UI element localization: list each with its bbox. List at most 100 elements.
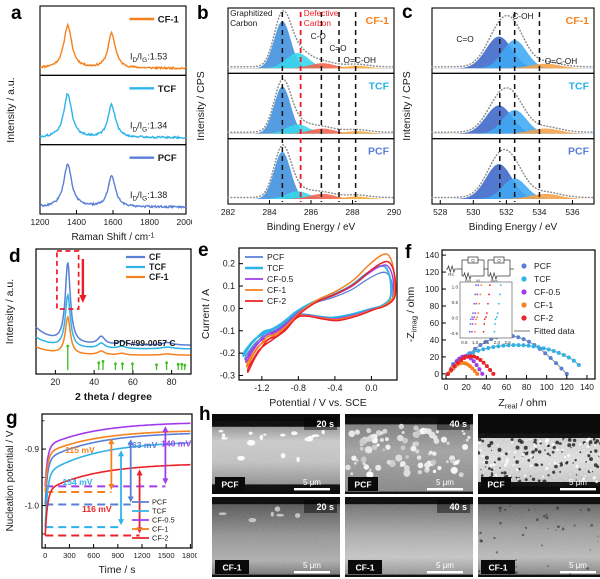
eis-dot-PCF bbox=[527, 339, 532, 344]
eis-dot-CF-2 bbox=[481, 360, 486, 365]
panel-d-xrd: CF TCF CF-1 PDF#99-0057 C 20 40 60 80 2 theta / … bbox=[2, 243, 197, 409]
xps-peak bbox=[228, 86, 394, 134]
xps-peak bbox=[432, 128, 594, 134]
eis-dot-TCF bbox=[491, 344, 496, 349]
svg-text:Rint: Rint bbox=[490, 278, 498, 283]
svg-text:1200: 1200 bbox=[31, 217, 50, 227]
panel-d-letter: d bbox=[9, 246, 21, 267]
svg-text:ID/IG:1.34: ID/IG:1.34 bbox=[130, 121, 167, 134]
svg-text:PCF: PCF bbox=[354, 480, 371, 490]
eis-dot-CF-0.5 bbox=[477, 367, 482, 372]
svg-text:60: 60 bbox=[502, 382, 512, 392]
eis-dot-TCF bbox=[531, 344, 536, 349]
eis-dot-CF-2 bbox=[452, 364, 457, 369]
svg-text:Time / s: Time / s bbox=[99, 564, 136, 576]
svg-text:140 mV: 140 mV bbox=[161, 438, 191, 448]
svg-text:528: 528 bbox=[433, 207, 447, 217]
eis-dot-TCF bbox=[476, 348, 481, 353]
panel-e-letter: e bbox=[198, 240, 209, 261]
eis-dot-PCF bbox=[521, 337, 526, 342]
svg-text:5 μm: 5 μm bbox=[303, 561, 321, 570]
svg-text:116 mV: 116 mV bbox=[82, 504, 112, 514]
svg-text:CF-2: CF-2 bbox=[152, 534, 168, 543]
svg-text:-0.4: -0.4 bbox=[327, 383, 342, 393]
xps-peak bbox=[432, 193, 594, 199]
sem-image-CF-1-3: CF-1 5 μm bbox=[478, 497, 600, 577]
svg-text:120: 120 bbox=[425, 267, 439, 277]
eis-dot-TCF bbox=[501, 343, 506, 348]
eis-dot-TCF bbox=[536, 345, 541, 350]
svg-text:TCF: TCF bbox=[149, 262, 167, 272]
svg-text:534: 534 bbox=[532, 207, 546, 217]
svg-text:CF-2: CF-2 bbox=[267, 296, 286, 306]
eis-dot-TCF bbox=[516, 343, 521, 348]
svg-text:115 mV: 115 mV bbox=[65, 445, 95, 455]
svg-text:530: 530 bbox=[466, 207, 480, 217]
panel-c-letter: c bbox=[402, 2, 413, 23]
svg-text:2 theta / degree: 2 theta / degree bbox=[75, 391, 152, 403]
xps-chart-c: CF-1 TCF PCF C=O C-OH O=C-OH 528 530 532 534 536 Bi… bbox=[401, 7, 595, 233]
svg-text:1800: 1800 bbox=[182, 551, 197, 560]
svg-text:CF-1: CF-1 bbox=[534, 300, 553, 310]
svg-text:PCF: PCF bbox=[267, 252, 284, 262]
svg-text:-0.8: -0.8 bbox=[291, 383, 306, 393]
potential-curve-CF-2 bbox=[44, 463, 191, 536]
eis-dot-CF-2 bbox=[455, 360, 460, 365]
svg-text:CF-1: CF-1 bbox=[488, 563, 507, 573]
eis-dot-CF-1 bbox=[475, 371, 480, 376]
cv-loop-TCF bbox=[242, 264, 393, 357]
svg-text:C-O: C-O bbox=[311, 31, 327, 41]
svg-text:CF-1: CF-1 bbox=[222, 563, 241, 573]
eis-dot-CF-2 bbox=[468, 354, 473, 359]
panel-b-letter: b bbox=[197, 3, 209, 24]
panel-c-xps-o1s: CF-1 TCF PCF C=O C-OH O=C-OH 528 530 532 534 536 Bi… bbox=[398, 2, 600, 242]
svg-text:2.5: 2.5 bbox=[504, 340, 511, 345]
sem-image-PCF-3: PCF 5 μm bbox=[478, 414, 600, 494]
svg-text:CF-1: CF-1 bbox=[149, 272, 169, 282]
eis-dot-CF-0.5 bbox=[471, 359, 476, 364]
svg-text:Intensity / CPS: Intensity / CPS bbox=[195, 71, 207, 140]
svg-text:0.2: 0.2 bbox=[223, 259, 235, 269]
eis-dot-TCF bbox=[551, 349, 556, 354]
xps-envelope bbox=[431, 14, 595, 68]
svg-text:Nucleation potential / V: Nucleation potential / V bbox=[5, 430, 16, 531]
eis-dot-TCF bbox=[561, 352, 566, 357]
eis-dot-CF-2 bbox=[465, 354, 470, 359]
svg-text:Fitted data: Fitted data bbox=[534, 326, 575, 336]
eis-dot-TCF bbox=[526, 343, 531, 348]
svg-text:CF: CF bbox=[149, 252, 161, 262]
svg-text:5 μm: 5 μm bbox=[569, 478, 587, 487]
svg-text:Defective: Defective bbox=[304, 8, 339, 18]
xps-peak bbox=[228, 128, 394, 134]
eis-dot-TCF bbox=[486, 345, 491, 350]
svg-text:TCF: TCF bbox=[569, 80, 590, 92]
eis-dot-CF-1 bbox=[472, 369, 477, 374]
svg-text:TCF: TCF bbox=[158, 84, 177, 95]
svg-text:-1.2: -1.2 bbox=[254, 383, 269, 393]
svg-text:Q: Q bbox=[497, 258, 501, 263]
svg-text:140: 140 bbox=[580, 382, 594, 392]
svg-text:1400: 1400 bbox=[67, 217, 86, 227]
svg-text:O=C-OH: O=C-OH bbox=[344, 55, 377, 65]
svg-text:600: 600 bbox=[87, 551, 100, 560]
xps-peak bbox=[228, 63, 394, 69]
svg-text:1200: 1200 bbox=[134, 551, 151, 560]
svg-text:Binding Energy / eV: Binding Energy / eV bbox=[267, 222, 356, 233]
svg-text:40 s: 40 s bbox=[449, 419, 467, 429]
svg-text:2000: 2000 bbox=[177, 217, 192, 227]
svg-text:20: 20 bbox=[430, 352, 440, 362]
highlight-box bbox=[56, 250, 80, 310]
svg-text:C=O: C=O bbox=[329, 43, 347, 53]
panel-b-xps-c1s: CF-1 TCF PCF Graphitized Carbon Defective Carb… bbox=[192, 2, 402, 242]
eis-dot-PCF bbox=[564, 371, 569, 376]
svg-text:CF-0.5: CF-0.5 bbox=[267, 274, 293, 284]
eis-dot-PCF bbox=[548, 356, 553, 361]
svg-text:Carbon: Carbon bbox=[230, 18, 258, 28]
svg-text:1600: 1600 bbox=[104, 217, 123, 227]
eis-dot-CF-2 bbox=[471, 354, 476, 359]
svg-text:300: 300 bbox=[63, 551, 76, 560]
svg-text:1.0: 1.0 bbox=[472, 340, 479, 345]
